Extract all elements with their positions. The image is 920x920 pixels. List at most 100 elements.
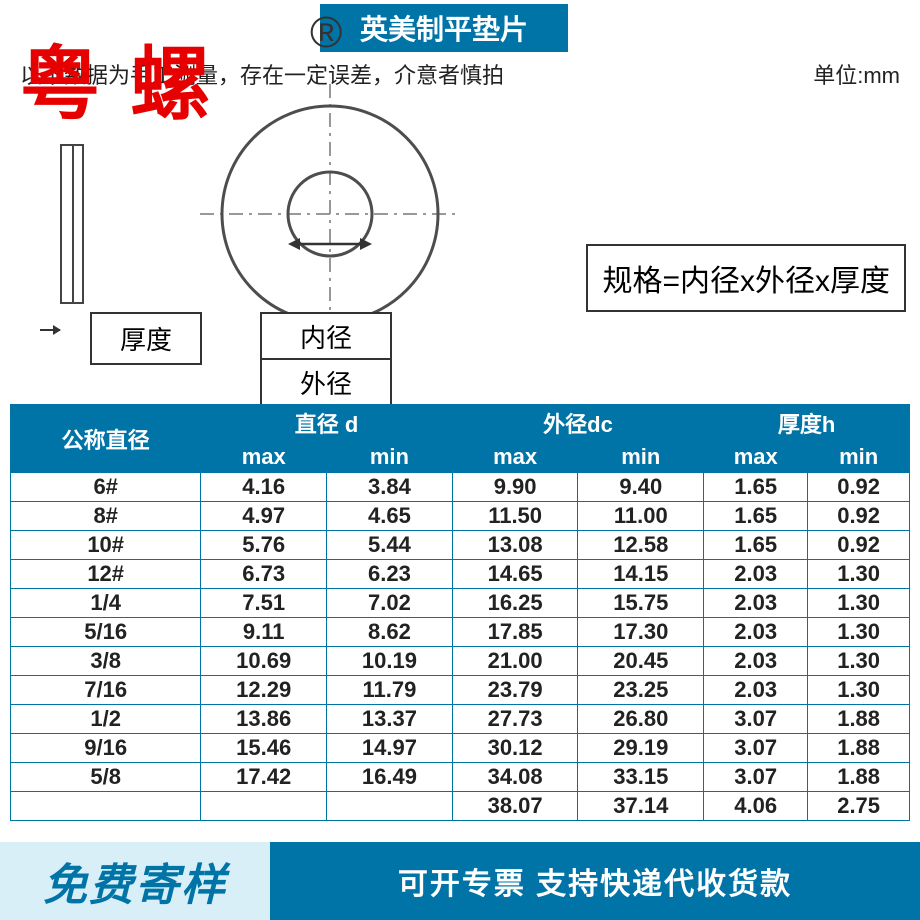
col-d: 直径 d [201, 405, 452, 442]
cell-value: 6.23 [327, 560, 453, 589]
footer-right: 可开专票 支持快递代收货款 [270, 842, 920, 920]
cell-value: 14.15 [578, 560, 704, 589]
cell-value: 16.25 [452, 589, 578, 618]
cell-value: 3.07 [704, 763, 808, 792]
diagram-area: 厚度 内径 外径 规格=内径x外径x厚度 粤 螺 [0, 94, 920, 404]
table-row: 1/47.517.0216.2515.752.031.30 [11, 589, 910, 618]
spec-table: 公称直径 直径 d 外径dc 厚度h max min max min max m… [10, 404, 910, 821]
cell-value: 38.07 [452, 792, 578, 821]
cell-value: 16.49 [327, 763, 453, 792]
cell-value: 1.30 [808, 618, 910, 647]
page-title: 英美制平垫片 [320, 4, 568, 52]
h-max: max [704, 442, 808, 473]
cell-value: 9.90 [452, 473, 578, 502]
cell-nominal: 7/16 [11, 676, 201, 705]
cell-value: 4.06 [704, 792, 808, 821]
cell-value: 1.65 [704, 531, 808, 560]
cell-value: 15.75 [578, 589, 704, 618]
d-max: max [201, 442, 327, 473]
table-row: 10#5.765.4413.0812.581.650.92 [11, 531, 910, 560]
unit-label: 单位:mm [813, 58, 900, 90]
cell-value: 23.25 [578, 676, 704, 705]
cell-value: 0.92 [808, 473, 910, 502]
cell-value: 33.15 [578, 763, 704, 792]
col-nominal: 公称直径 [11, 405, 201, 473]
cell-value: 30.12 [452, 734, 578, 763]
cell-value: 4.65 [327, 502, 453, 531]
inner-diameter-label-box: 内径 [260, 312, 392, 361]
cell-value: 1.30 [808, 647, 910, 676]
footer-banner: 免费寄样 可开专票 支持快递代收货款 [0, 842, 920, 920]
table-row: 8#4.974.6511.5011.001.650.92 [11, 502, 910, 531]
table-row: 9/1615.4614.9730.1229.193.071.88 [11, 734, 910, 763]
cell-value: 2.03 [704, 647, 808, 676]
cell-value: 11.79 [327, 676, 453, 705]
thickness-label-box: 厚度 [90, 312, 202, 365]
cell-value: 5.44 [327, 531, 453, 560]
cell-value: 9.11 [201, 618, 327, 647]
cell-value: 2.03 [704, 618, 808, 647]
cell-value: 8.62 [327, 618, 453, 647]
cell-value: 2.03 [704, 560, 808, 589]
cell-value: 1.88 [808, 763, 910, 792]
h-min: min [808, 442, 910, 473]
cell-nominal [11, 792, 201, 821]
cell-value: 1.65 [704, 502, 808, 531]
table-row: 6#4.163.849.909.401.650.92 [11, 473, 910, 502]
cell-value: 9.40 [578, 473, 704, 502]
brand-watermark: 粤 螺 [20, 20, 214, 136]
cell-value: 5.76 [201, 531, 327, 560]
cell-value: 3.84 [327, 473, 453, 502]
cell-value: 13.08 [452, 531, 578, 560]
table-row: 12#6.736.2314.6514.152.031.30 [11, 560, 910, 589]
cell-value: 17.85 [452, 618, 578, 647]
cell-value: 12.58 [578, 531, 704, 560]
table-row: 1/213.8613.3727.7326.803.071.88 [11, 705, 910, 734]
cell-value: 3.07 [704, 705, 808, 734]
dc-min: min [578, 442, 704, 473]
cell-value: 1.30 [808, 560, 910, 589]
cell-nominal: 10# [11, 531, 201, 560]
cell-value: 12.29 [201, 676, 327, 705]
col-dc: 外径dc [452, 405, 703, 442]
cell-value: 37.14 [578, 792, 704, 821]
cell-nominal: 6# [11, 473, 201, 502]
cell-value: 17.42 [201, 763, 327, 792]
d-min: min [327, 442, 453, 473]
table-row: 5/169.118.6217.8517.302.031.30 [11, 618, 910, 647]
cell-value: 21.00 [452, 647, 578, 676]
cell-value: 1.30 [808, 589, 910, 618]
registered-symbol: ® [310, 8, 342, 58]
cell-value: 7.51 [201, 589, 327, 618]
cell-value: 3.07 [704, 734, 808, 763]
cell-nominal: 12# [11, 560, 201, 589]
cell-value: 1.30 [808, 676, 910, 705]
cell-value: 2.03 [704, 676, 808, 705]
cell-value: 26.80 [578, 705, 704, 734]
washer-diagram [200, 84, 460, 344]
cell-value: 11.50 [452, 502, 578, 531]
cell-value: 6.73 [201, 560, 327, 589]
cell-value: 0.92 [808, 502, 910, 531]
table-row: 7/1612.2911.7923.7923.252.031.30 [11, 676, 910, 705]
cell-value: 13.86 [201, 705, 327, 734]
cell-value: 10.69 [201, 647, 327, 676]
cell-nominal: 1/2 [11, 705, 201, 734]
table-row: 38.0737.144.062.75 [11, 792, 910, 821]
cell-value: 20.45 [578, 647, 704, 676]
cell-value: 1.88 [808, 734, 910, 763]
cell-value: 1.65 [704, 473, 808, 502]
side-view-rect [60, 144, 84, 304]
footer-left: 免费寄样 [0, 842, 270, 920]
cell-nominal: 9/16 [11, 734, 201, 763]
outer-diameter-label-box: 外径 [260, 358, 392, 407]
cell-value: 23.79 [452, 676, 578, 705]
cell-value: 34.08 [452, 763, 578, 792]
table-row: 3/810.6910.1921.0020.452.031.30 [11, 647, 910, 676]
cell-value: 0.92 [808, 531, 910, 560]
cell-value: 27.73 [452, 705, 578, 734]
cell-value: 4.16 [201, 473, 327, 502]
cell-value: 4.97 [201, 502, 327, 531]
cell-nominal: 5/16 [11, 618, 201, 647]
thickness-arrow-left-icon [40, 329, 60, 331]
